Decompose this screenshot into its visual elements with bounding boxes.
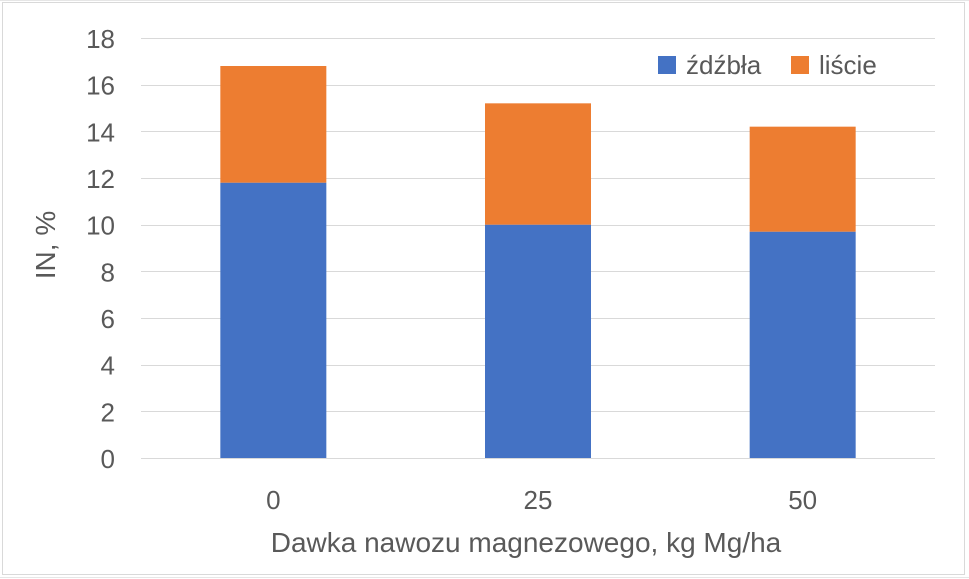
- y-tick-label: 6: [101, 304, 115, 334]
- bar-liscie-50[interactable]: [749, 126, 856, 232]
- y-tick-label: 2: [101, 397, 115, 427]
- bar-liscie-0[interactable]: [220, 66, 327, 183]
- y-tick-label: 12: [86, 164, 115, 194]
- x-tick-label: 25: [524, 485, 553, 515]
- legend-swatch-zdzbla: [658, 56, 676, 74]
- x-tick-label: 0: [266, 485, 280, 515]
- legend-label: źdźbła: [686, 50, 762, 80]
- bar-zdzbla-50[interactable]: [749, 231, 856, 458]
- legend-swatch-liscie: [791, 56, 809, 74]
- y-tick-label: 14: [86, 117, 115, 147]
- bar-zdzbla-25[interactable]: [485, 224, 591, 458]
- y-tick-label: 8: [101, 257, 115, 287]
- y-tick-label: 10: [86, 211, 115, 241]
- y-axis-label: IN, %: [30, 211, 61, 279]
- bars: [220, 66, 856, 458]
- x-axis-label: Dawka nawozu magnezowego, kg Mg/ha: [271, 527, 782, 558]
- stacked-bar-chart: 0 2 4 6 8 10 12 14 16 18 0 25 50 IN, % Dawka nawozu…: [30, 24, 935, 558]
- bar-liscie-25[interactable]: [485, 103, 591, 225]
- y-tick-label: 0: [101, 444, 115, 474]
- x-tick-label: 50: [788, 485, 817, 515]
- y-axis-ticks: 0 2 4 6 8 10 12 14 16 18: [86, 24, 115, 474]
- legend[interactable]: źdźbła liście: [658, 50, 877, 80]
- y-tick-label: 4: [101, 351, 115, 381]
- y-tick-label: 16: [86, 71, 115, 101]
- bar-zdzbla-0[interactable]: [220, 182, 327, 458]
- legend-label: liście: [819, 50, 877, 80]
- y-tick-label: 18: [86, 24, 115, 54]
- x-axis-ticks: 0 25 50: [266, 485, 817, 515]
